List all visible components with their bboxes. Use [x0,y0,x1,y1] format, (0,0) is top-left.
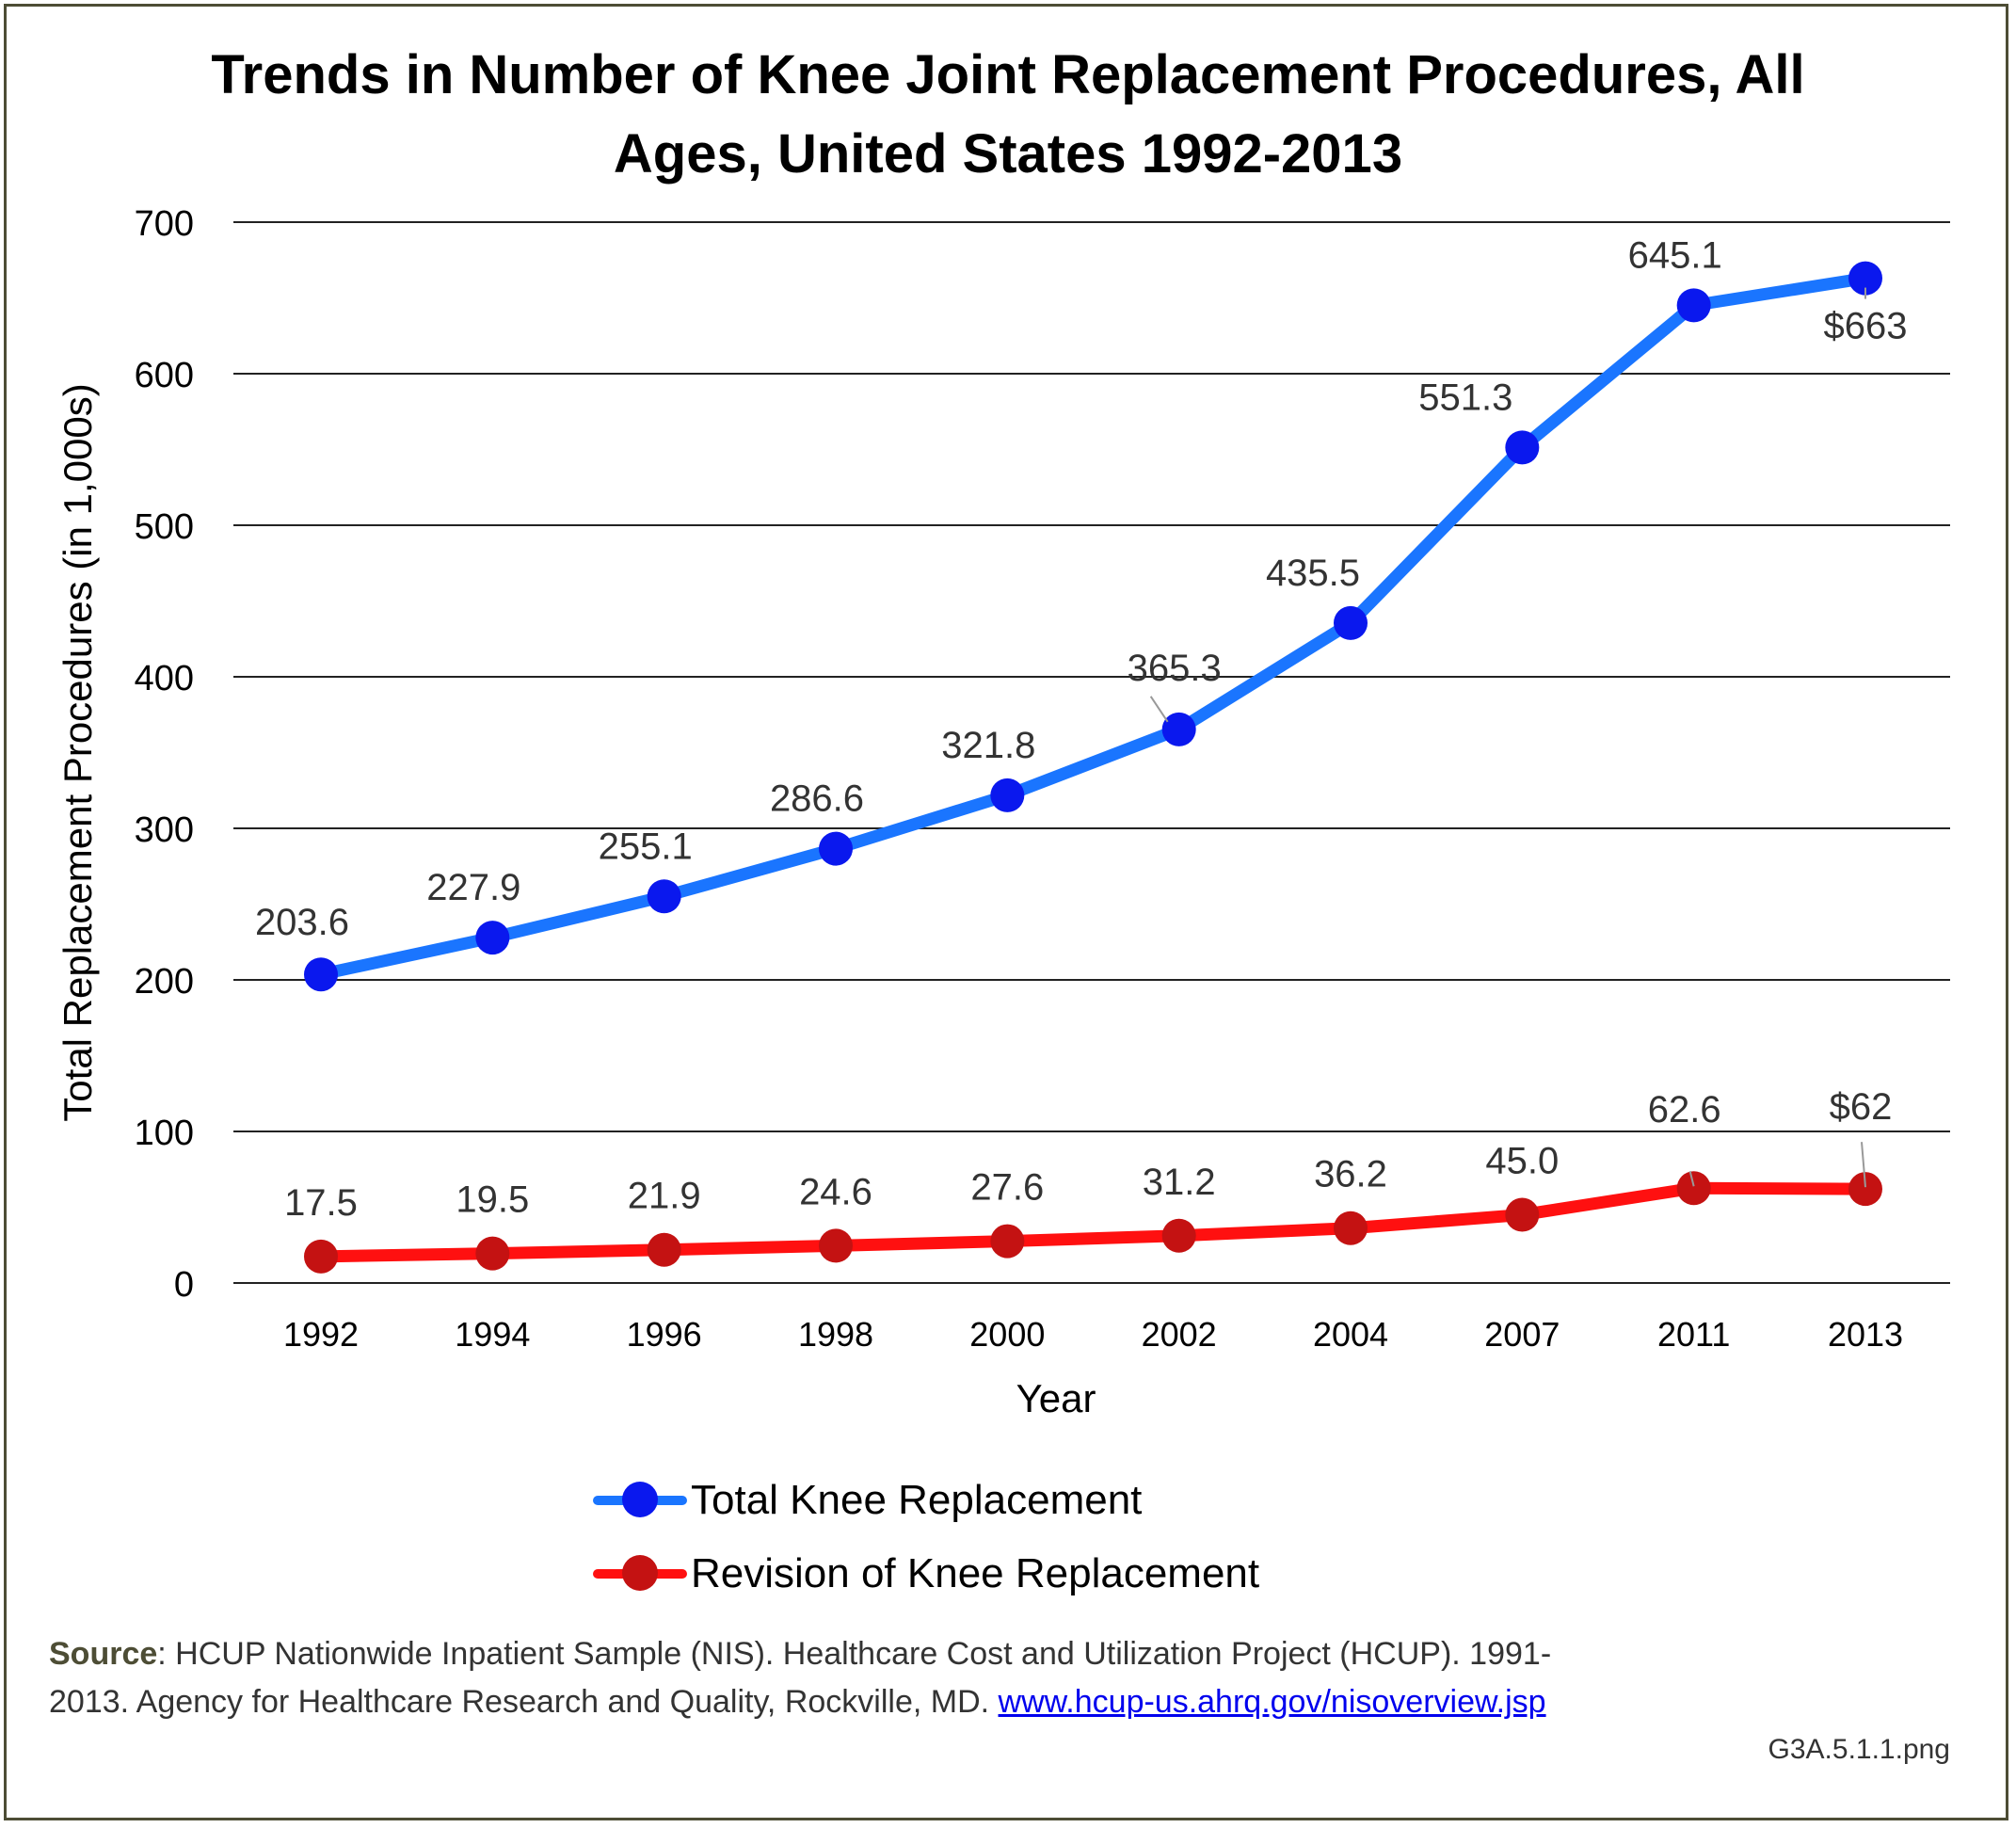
chart-legend: Total Knee Replacement Revision of Knee … [593,1464,1259,1611]
leader-line-0-5 [1149,696,1169,723]
x-tick-label-1998: 1998 [798,1315,873,1354]
chart-title-line-2: Ages, United States 1992-2013 [613,123,1403,184]
data-label-1-2004: 36.2 [1314,1154,1387,1195]
series-0-point-2011 [1676,288,1711,323]
chart-frame [4,4,2008,1820]
series-0-point-2004 [1334,605,1368,640]
series-0-point-2007 [1505,430,1540,465]
data-label-1-1994: 19.5 [456,1179,529,1221]
leader-line-1-9 [1861,1142,1866,1188]
x-tick-label-2002: 2002 [1142,1315,1217,1354]
line-chart: 0 100 200 300 400 500 600 700 1992 1994 1996 1998 20… [56,204,1950,1420]
y-tick-label-400: 400 [135,659,194,698]
legend-label-revision: Revision of Knee Replacement [691,1550,1260,1596]
series-0-point-2002 [1161,712,1196,746]
x-tick-label-2004: 2004 [1313,1315,1388,1354]
series-1-point-1992 [304,1239,338,1274]
series-1-point-2007 [1505,1197,1540,1232]
data-label-0-2007: 551.3 [1418,377,1512,418]
x-tick-label-2000: 2000 [969,1315,1045,1354]
source-label: Source [49,1636,158,1672]
series-0-point-1994 [475,921,510,955]
x-axis-title: Year [1016,1376,1096,1420]
x-tick-label-1992: 1992 [283,1315,359,1354]
y-tick-label-100: 100 [135,1114,194,1153]
y-tick-label-200: 200 [135,962,194,1002]
legend-item-revision: Revision of Knee Replacement [593,1537,1259,1611]
x-tick-label-1994: 1994 [455,1315,530,1354]
x-tick-label-2007: 2007 [1484,1315,1560,1354]
x-tick-label-2013: 2013 [1828,1315,1903,1354]
y-tick-label-600: 600 [135,356,194,395]
series-1-point-2002 [1161,1218,1196,1253]
data-label-1-2007: 45.0 [1485,1141,1559,1182]
series-1-point-1996 [647,1232,681,1267]
series-0-point-2013 [1848,261,1882,296]
chart-title: Trends in Number of Knee Joint Replaceme… [0,36,2016,194]
data-label-0-2002: 365.3 [1128,648,1222,689]
legend-symbol-total [593,1482,687,1519]
legend-symbol-revision [593,1555,687,1593]
image-filename: G3A.5.1.1.png [1768,1734,1950,1765]
series-0-point-1996 [647,879,681,914]
data-label-1-1996: 21.9 [628,1176,701,1217]
legend-label-total: Total Knee Replacement [691,1477,1143,1523]
x-tick-label-2011: 2011 [1657,1315,1730,1354]
data-label-1-1992: 17.5 [284,1182,358,1224]
y-tick-label-300: 300 [135,810,194,850]
data-label-1-2002: 31.2 [1143,1162,1216,1203]
data-label-1-1998: 24.6 [799,1171,872,1212]
series-line-0 [314,272,1872,981]
series-1-point-2004 [1334,1211,1368,1245]
series-0-point-2000 [990,778,1025,812]
series-0-point-1992 [304,957,338,992]
data-label-0-2013: $663 [1824,306,1908,347]
legend-item-total: Total Knee Replacement [593,1464,1259,1537]
series-1-point-1994 [475,1236,510,1271]
data-label-0-2004: 435.5 [1266,553,1360,594]
data-label-1-2011: 62.6 [1648,1089,1721,1130]
series-1-point-2000 [990,1224,1025,1259]
series-line-1 [314,1181,1872,1263]
source-note: Source: HCUP Nationwide Inpatient Sample… [49,1630,1555,1726]
y-tick-label-0: 0 [174,1265,194,1305]
data-label-0-1998: 286.6 [770,778,864,820]
source-link[interactable]: www.hcup-us.ahrq.gov/nisoverview.jsp [998,1684,1546,1720]
data-label-0-2011: 645.1 [1628,234,1722,276]
series-1-point-1998 [819,1228,853,1263]
data-label-0-1996: 255.1 [599,826,693,867]
data-label-1-2000: 27.6 [970,1167,1044,1209]
data-label-0-1992: 203.6 [255,902,349,943]
x-tick-label-1996: 1996 [627,1315,702,1354]
series-0-point-1998 [819,831,853,866]
series-1-point-2011 [1676,1171,1711,1206]
y-tick-label-700: 700 [135,204,194,244]
y-tick-label-500: 500 [135,507,194,547]
series-1-point-2013 [1848,1172,1882,1207]
data-label-0-1994: 227.9 [426,867,520,908]
chart-title-line-1: Trends in Number of Knee Joint Replaceme… [211,44,1805,105]
data-label-1-2013: $62 [1830,1086,1893,1128]
y-axis-title: Total Replacement Procedures (in 1,000s) [56,383,100,1121]
data-label-0-2000: 321.8 [941,725,1035,766]
leader-line-1-8 [1688,1170,1695,1187]
source-text: : HCUP Nationwide Inpatient Sample (NIS)… [49,1636,1552,1720]
